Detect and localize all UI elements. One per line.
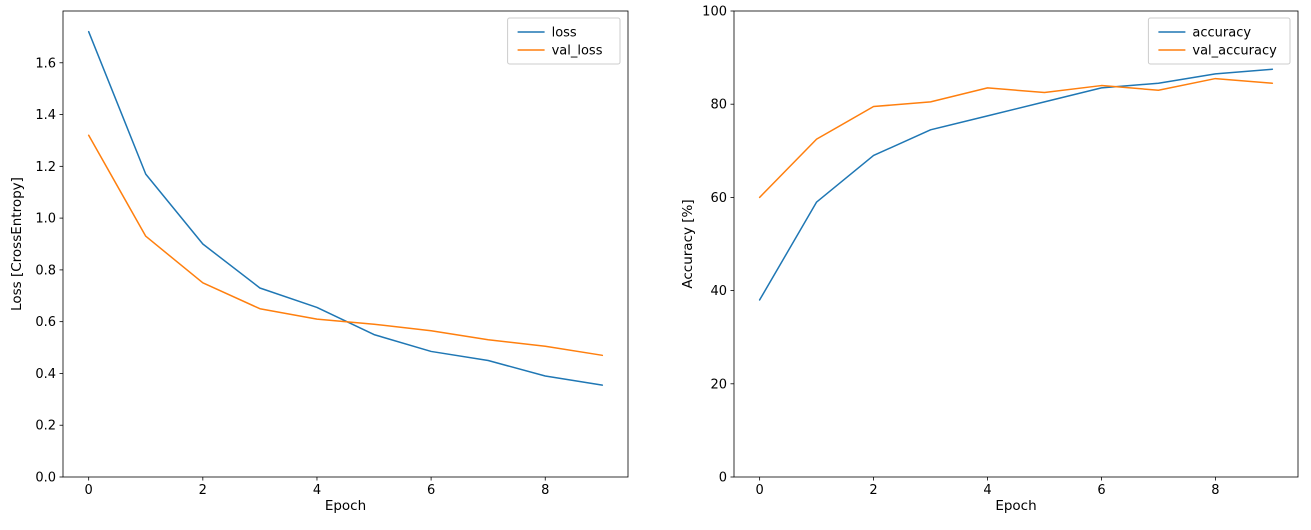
y-tick-label: 40: [710, 284, 727, 299]
y-tick-label: 80: [710, 98, 727, 113]
y-tick-label: 0.6: [35, 315, 56, 330]
accuracy-chart: 0 20 40 60 80 100 0 2 4 6 8 Epoch Accuracy [%] accura…: [655, 0, 1311, 530]
y-tick-label: 0: [719, 471, 727, 486]
y-tick-label: 100: [702, 5, 727, 20]
x-tick-label: 6: [427, 483, 435, 498]
x-tick-label: 8: [541, 483, 549, 498]
y-tick-label: 0.8: [35, 263, 56, 278]
plot-border: [62, 10, 629, 478]
y-tick-label: 60: [710, 191, 727, 206]
y-tick-label: 0.2: [35, 419, 56, 434]
x-tick-label: 2: [869, 483, 877, 498]
legend: accuracy val_accuracy: [1147, 17, 1291, 65]
y-tick-label: 1.6: [35, 56, 56, 71]
x-axis-label: Epoch: [325, 498, 366, 514]
x-axis-label: Epoch: [995, 498, 1036, 514]
y-tick-label: 20: [710, 377, 727, 392]
accuracy-chart-svg: 0 20 40 60 80 100 0 2 4 6 8 Epoch Accuracy [%] accura…: [680, 5, 1299, 514]
accuracy-line: [758, 68, 1274, 301]
legend-label-val_loss: val_loss: [552, 44, 603, 59]
y-tick-label: 0.0: [35, 471, 56, 486]
y-tick-label: 1.2: [35, 160, 56, 175]
x-tick-label: 6: [1097, 483, 1105, 498]
x-tick-label: 4: [313, 483, 321, 498]
loss-chart-svg: 0.0 0.2 0.4 0.6 0.8 1.0 1.2 1.4 1.6 0 2 4 6 8 Epoch Los…: [9, 10, 629, 514]
y-axis-label: Accuracy [%]: [680, 199, 696, 288]
x-tick-label: 2: [199, 483, 207, 498]
legend: loss val_loss: [507, 17, 621, 65]
val_loss-line: [87, 134, 604, 357]
y-axis-label: Loss [CrossEntropy]: [9, 177, 25, 311]
legend-label-accuracy: accuracy: [1192, 26, 1251, 41]
y-tick-label: 1.0: [35, 212, 56, 227]
y-tick-label: 0.4: [35, 367, 56, 382]
x-tick-label: 4: [983, 483, 991, 498]
x-tick-label: 0: [85, 483, 93, 498]
x-tick-label: 8: [1211, 483, 1219, 498]
legend-box: [507, 17, 621, 65]
loss-line: [87, 30, 604, 386]
legend-label-val_accuracy: val_accuracy: [1192, 44, 1277, 59]
loss-chart: 0.0 0.2 0.4 0.6 0.8 1.0 1.2 1.4 1.6 0 2 4 6 8 Epoch Los…: [0, 0, 655, 530]
val_accuracy-line: [758, 77, 1274, 199]
x-tick-label: 0: [755, 483, 763, 498]
legend-label-loss: loss: [552, 26, 577, 41]
legend-box: [1147, 17, 1291, 65]
plot-border: [733, 10, 1299, 478]
y-tick-label: 1.4: [35, 108, 56, 123]
